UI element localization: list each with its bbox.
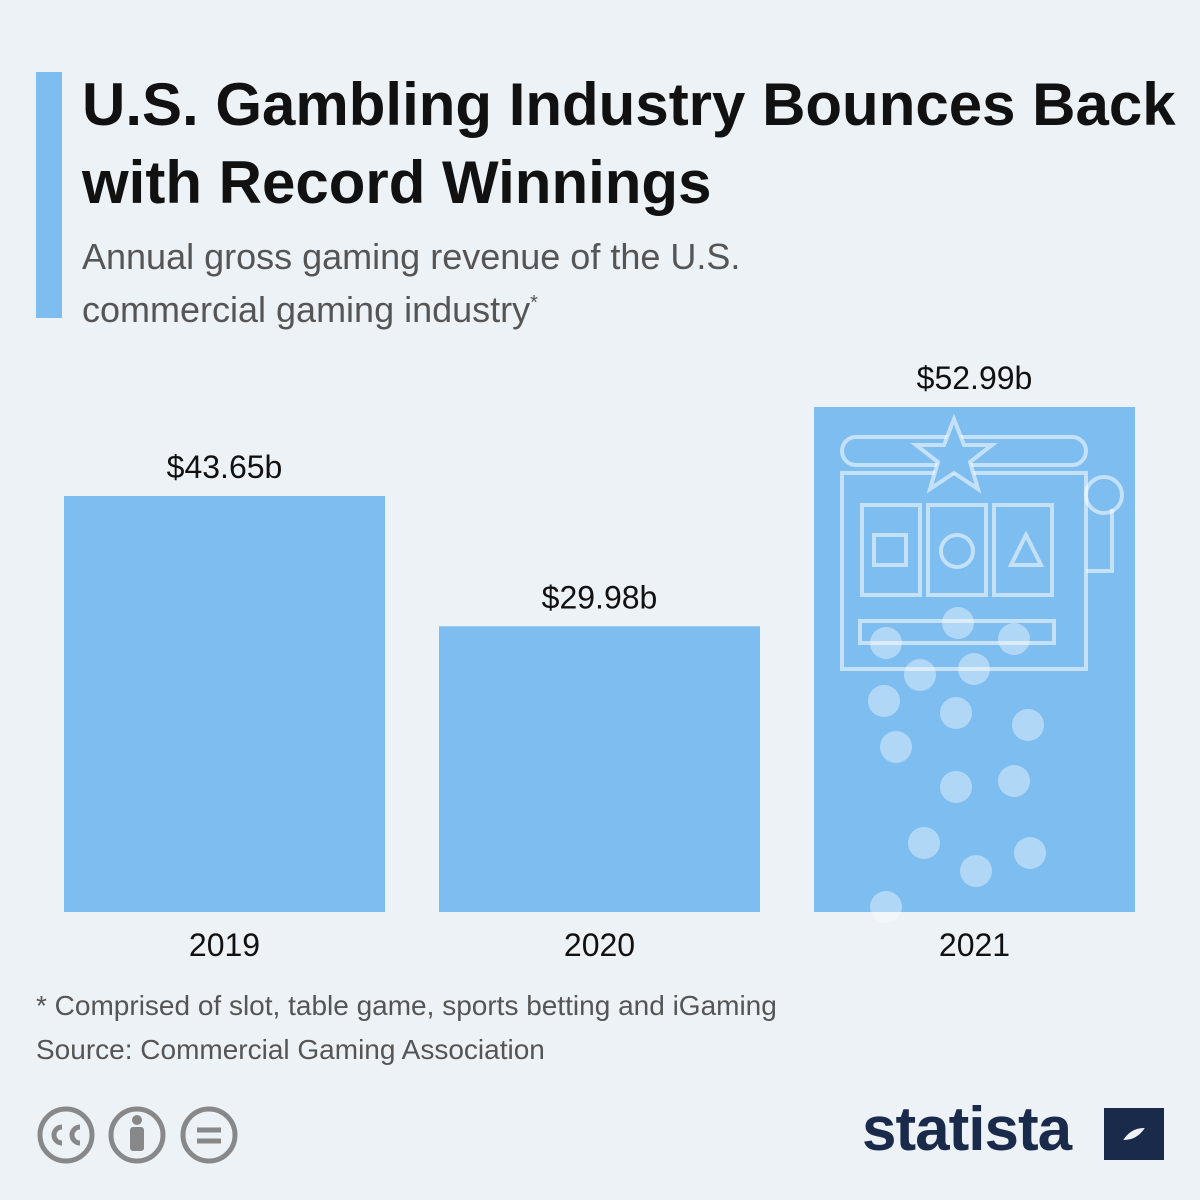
coin [870,627,902,659]
chart-subtitle: Annual gross gaming revenue of the U.S. … [82,234,862,333]
slot-reel [860,503,922,597]
coin [958,653,990,685]
coin [1012,709,1044,741]
slot-machine-decoration [840,413,1124,923]
coin [940,697,972,729]
coin [904,659,936,691]
coin [940,771,972,803]
bar [64,496,385,912]
subtitle-note-marker: * [530,292,538,314]
slot-reel [926,503,988,597]
coin [870,891,902,923]
slot-knob [1084,475,1124,515]
value-label: $43.65b [167,449,283,485]
coin [942,607,974,639]
slot-tray [858,619,1056,645]
bar [814,407,1135,912]
coin [908,827,940,859]
coin [1014,837,1046,869]
brand: statista [862,1095,1072,1164]
x-tick-label: 2020 [564,927,635,963]
x-tick-label: 2021 [939,927,1010,963]
coin [998,765,1030,797]
coin [880,731,912,763]
accent-bar [36,72,62,318]
chart-title: U.S. Gambling Industry Bounces Back with… [82,71,1176,216]
slot-reel [992,503,1054,597]
slot-star [910,413,998,494]
coin [998,623,1030,655]
slot-square [872,533,908,567]
slot-lever [1086,509,1114,573]
x-tick-label: 2019 [189,927,260,963]
bar [439,626,760,912]
coin [868,685,900,717]
footnote: * Comprised of slot, table game, sports … [36,990,777,1021]
source: Source: Commercial Gaming Association [36,1034,545,1065]
value-label: $52.99b [917,360,1033,396]
value-label: $29.98b [542,579,658,615]
coin [960,855,992,887]
slot-triangle [1007,530,1045,567]
subtitle-text: Annual gross gaming revenue of the U.S. … [82,236,741,330]
slot-circle [939,533,975,569]
